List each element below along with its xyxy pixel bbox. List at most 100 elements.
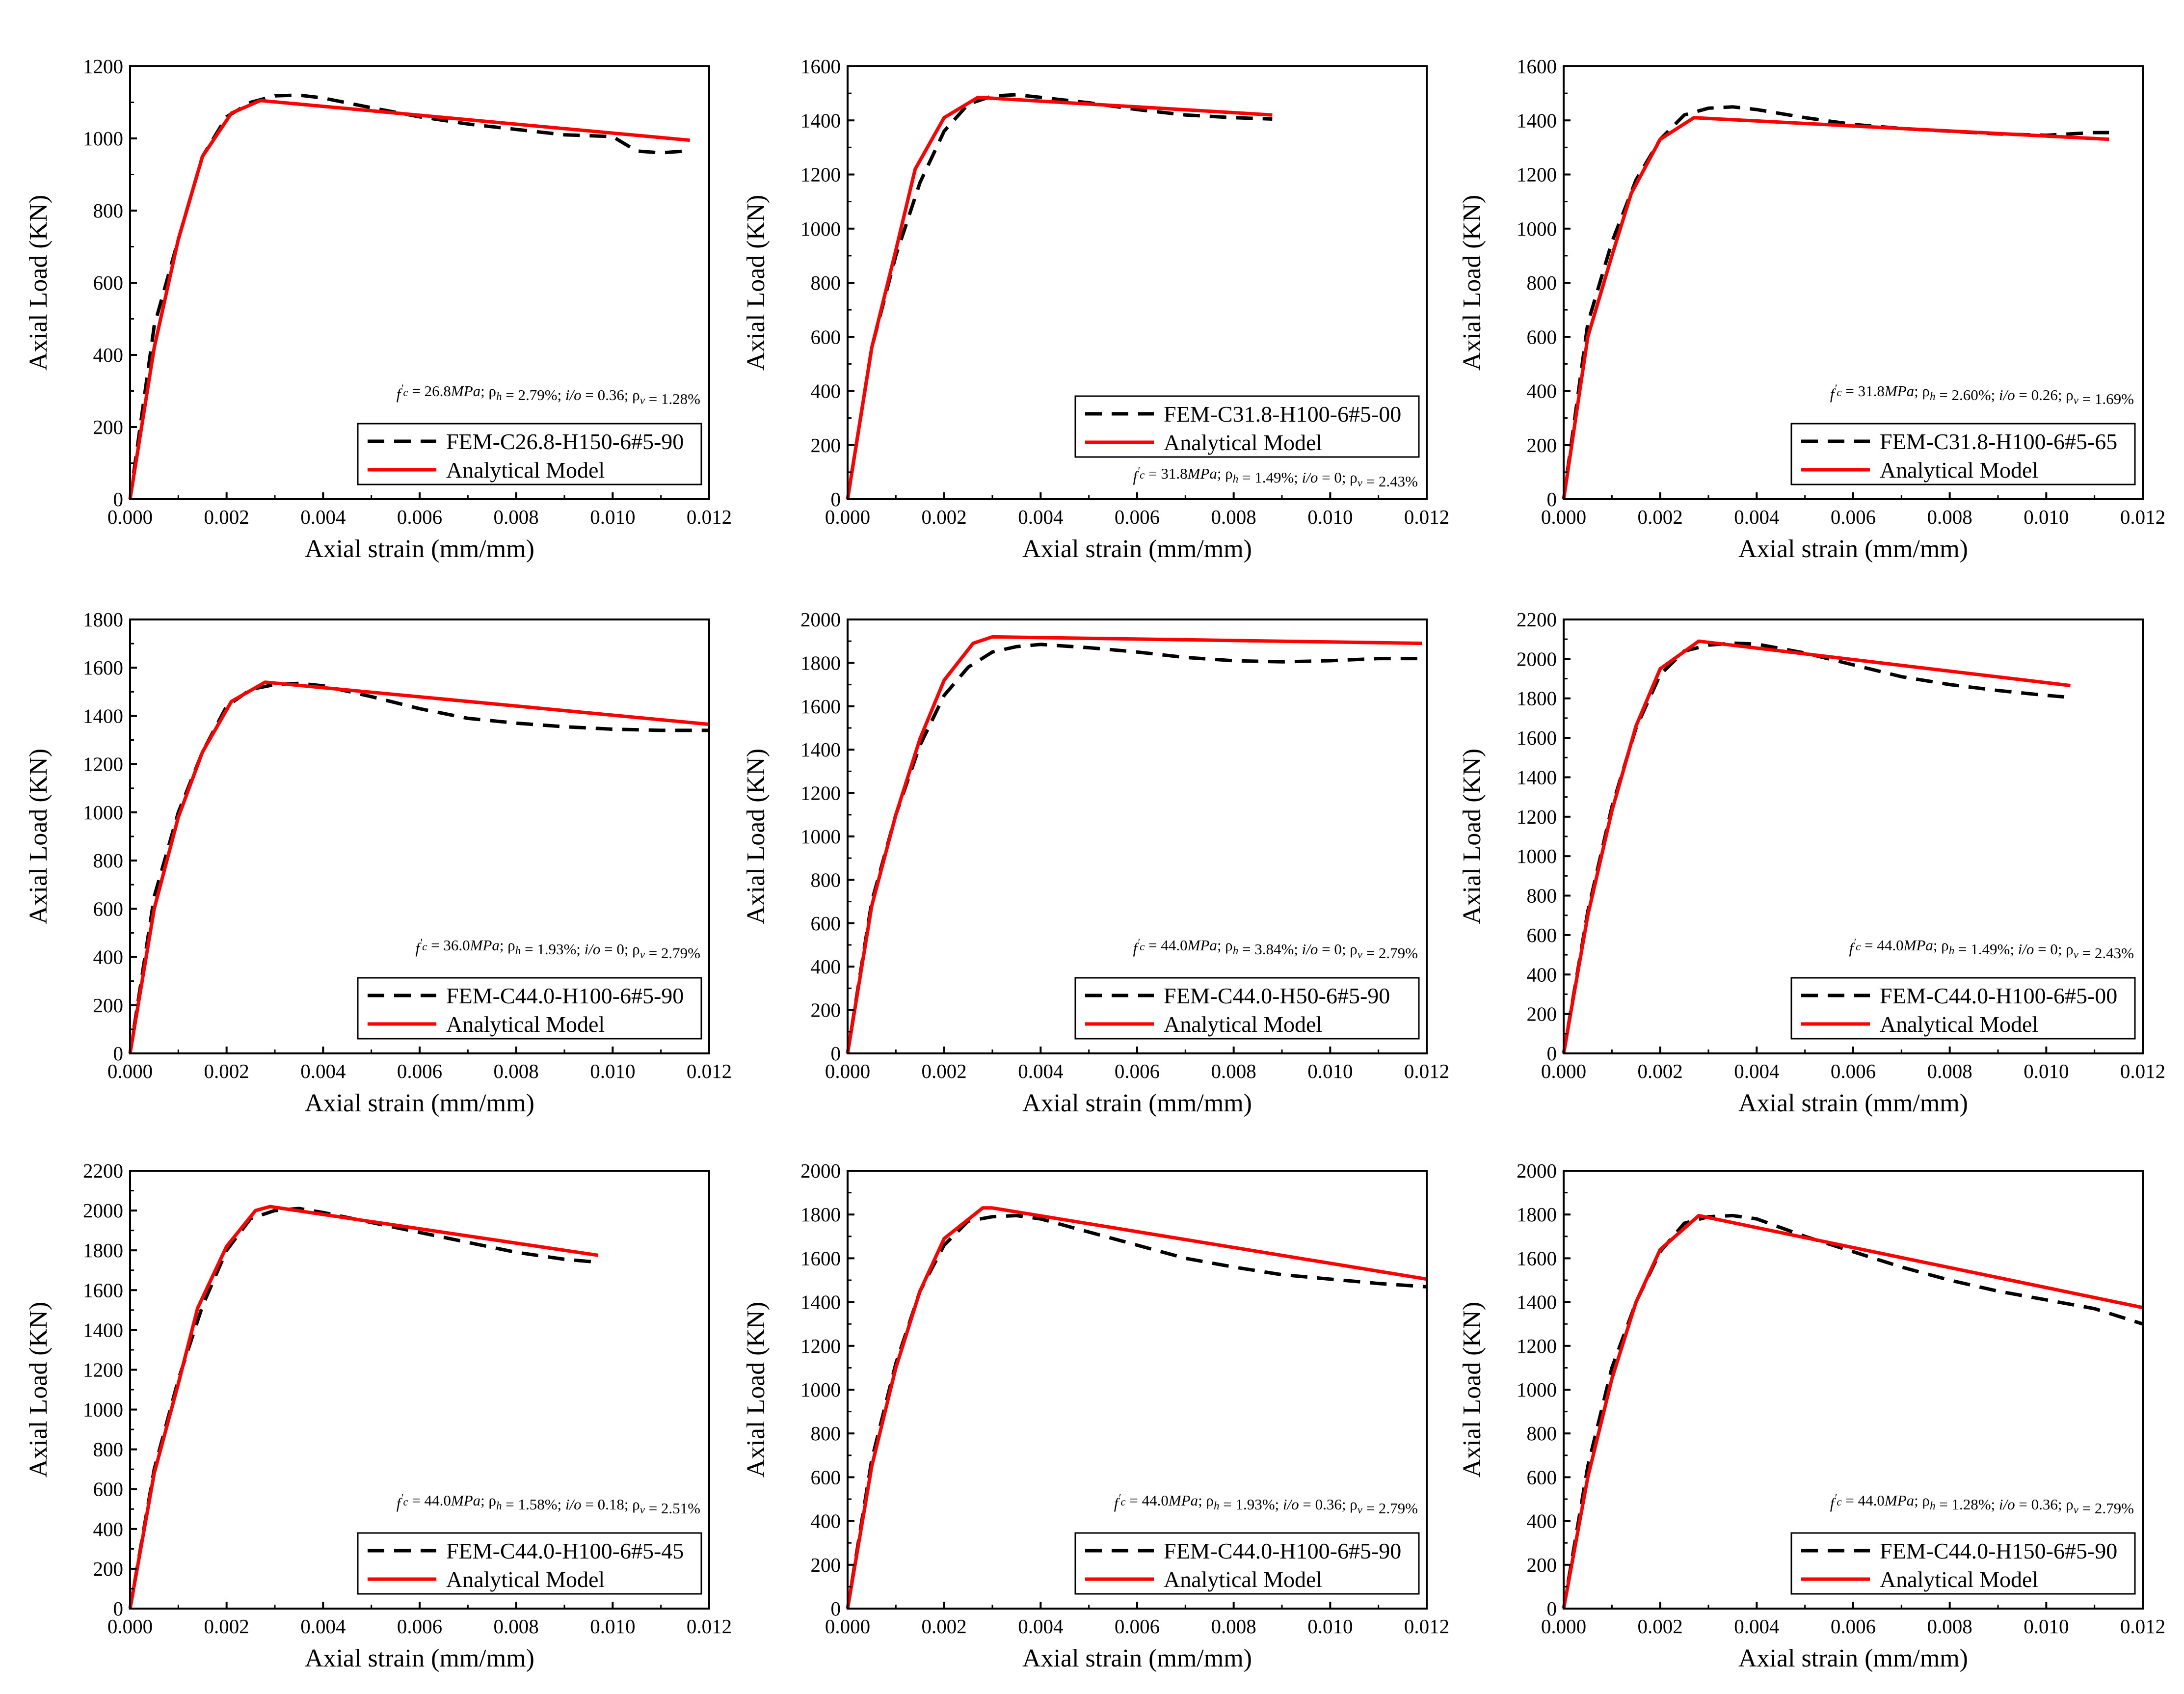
legend-label: Analytical Model — [1164, 1012, 1322, 1037]
legend: FEM-C26.8-H150-6#5-90 Analytical Model — [357, 423, 702, 485]
chart-panel-1: 0.000 0.002 0.004 0.006 0.008 0.010 0.012 0 200 4… — [25, 55, 732, 563]
x-tick-label: 0.002 — [922, 1615, 967, 1638]
legend-box — [1790, 423, 2136, 485]
y-axis-title: Axial Load (KN) — [742, 195, 770, 371]
y-tick-label: 1000 — [800, 217, 841, 240]
parameter-annotation: f′c = 36.0MPa; ρh = 1.93%; i/o = 0; ρv =… — [416, 937, 700, 962]
legend-label: Analytical Model — [446, 1567, 605, 1592]
parameter-annotation: f′c = 44.0MPa; ρh = 1.49%; i/o = 0; ρv =… — [1849, 937, 2134, 962]
y-axis-title: Axial Load (KN) — [25, 1302, 53, 1478]
y-tick-label: 1000 — [83, 1398, 123, 1421]
legend: FEM-C44.0-H100-6#5-00 Analytical Model — [1790, 977, 2136, 1040]
y-tick-label: 0 — [831, 1597, 841, 1620]
x-tick-label: 0.012 — [1404, 1060, 1449, 1082]
x-tick-label: 0.000 — [825, 506, 870, 528]
x-tick-label: 0.004 — [300, 506, 346, 528]
y-tick-label: 1800 — [1517, 1203, 1557, 1226]
parameter-annotation: f′c = 44.0MPa; ρh = 1.93%; i/o = 0.36; ρ… — [1114, 1492, 1418, 1517]
legend: FEM-C44.0-H100-6#5-90 Analytical Model — [1074, 1532, 1420, 1595]
x-tick-label: 0.008 — [494, 1615, 539, 1638]
legend-label: Analytical Model — [446, 1012, 605, 1037]
legend-box — [1790, 977, 2136, 1040]
x-tick-label: 0.012 — [687, 506, 732, 528]
x-axis-title: Axial strain (mm/mm) — [1022, 1089, 1252, 1117]
analytical-curve — [846, 95, 1273, 500]
y-tick-label: 0 — [831, 1042, 841, 1065]
y-tick-label: 800 — [811, 1422, 841, 1445]
y-tick-label: 1000 — [1517, 845, 1557, 867]
x-tick-label: 0.004 — [1018, 506, 1063, 528]
y-tick-label: 600 — [811, 1466, 841, 1488]
y-tick-label: 400 — [1527, 963, 1557, 986]
legend-label: FEM-C44.0-H100-6#5-00 — [1880, 983, 2117, 1008]
chart-panel-7: 0.000 0.002 0.004 0.006 0.008 0.010 0.012 0 200 4… — [25, 1159, 732, 1672]
y-tick-label: 600 — [93, 897, 124, 920]
y-tick-label: 2200 — [83, 1159, 123, 1182]
x-tick-label: 0.008 — [1927, 506, 1972, 528]
y-tick-label: 400 — [93, 1518, 124, 1540]
analytical-curve — [846, 1206, 1427, 1609]
x-tick-label: 0.008 — [1211, 1615, 1256, 1638]
x-axis-title: Axial strain (mm/mm) — [305, 535, 534, 563]
y-tick-label: 1400 — [1517, 1291, 1557, 1314]
y-tick-label: 800 — [93, 1438, 124, 1461]
y-tick-label: 1600 — [83, 656, 123, 679]
y-tick-label: 600 — [93, 271, 124, 294]
y-tick-label: 1200 — [83, 753, 123, 776]
x-tick-label: 0.000 — [825, 1615, 870, 1638]
analytical-curve — [128, 99, 691, 500]
y-tick-label: 1600 — [1517, 55, 1557, 78]
legend-label: Analytical Model — [1164, 430, 1322, 455]
y-tick-label: 2000 — [800, 1159, 841, 1182]
y-tick-label: 800 — [93, 199, 124, 222]
y-tick-label: 600 — [1527, 1466, 1557, 1488]
x-tick-label: 0.000 — [1541, 1060, 1586, 1082]
x-tick-label: 0.002 — [1638, 1060, 1683, 1082]
legend-label: Analytical Model — [1880, 1012, 2038, 1037]
chart-panel-8: 0.000 0.002 0.004 0.006 0.008 0.010 0.012 0 200 4… — [742, 1159, 1449, 1672]
legend-label: FEM-C44.0-H100-6#5-90 — [1164, 1538, 1401, 1563]
chart-panel-4: 0.000 0.002 0.004 0.006 0.008 0.010 0.012 0 200 4… — [25, 608, 732, 1117]
x-tick-label: 0.002 — [1638, 506, 1683, 528]
legend-label: Analytical Model — [1880, 1567, 2038, 1592]
legend: FEM-C44.0-H50-6#5-90 Analytical Model — [1074, 977, 1420, 1040]
x-tick-label: 0.002 — [204, 506, 249, 528]
legend-label: Analytical Model — [1880, 457, 2038, 483]
parameter-annotation: f′c = 31.8MPa; ρh = 1.49%; i/o = 0; ρv =… — [1133, 465, 1418, 490]
legend-box — [357, 1532, 702, 1595]
x-axis-title: Axial strain (mm/mm) — [1738, 1644, 1968, 1672]
x-axis-title: Axial strain (mm/mm) — [305, 1644, 534, 1672]
legend-box — [1074, 977, 1420, 1040]
x-tick-label: 0.004 — [300, 1060, 346, 1082]
x-tick-label: 0.000 — [107, 506, 153, 528]
x-tick-label: 0.010 — [2024, 1060, 2069, 1082]
x-tick-label: 0.010 — [2024, 1615, 2069, 1638]
y-tick-label: 1200 — [83, 1358, 123, 1381]
y-tick-label: 1800 — [800, 651, 841, 674]
x-tick-label: 0.012 — [2120, 1615, 2165, 1638]
legend-box — [1790, 1532, 2136, 1595]
y-tick-label: 1400 — [1517, 766, 1557, 788]
y-tick-label: 1000 — [1517, 1378, 1557, 1401]
y-tick-label: 1200 — [800, 1335, 841, 1357]
y-tick-label: 1400 — [83, 1318, 123, 1341]
x-axis-title: Axial strain (mm/mm) — [1022, 1644, 1252, 1672]
x-tick-label: 0.004 — [1018, 1060, 1063, 1082]
x-tick-label: 0.008 — [1211, 1060, 1256, 1082]
analytical-curve — [128, 1205, 599, 1609]
fem-curve — [846, 93, 1273, 500]
x-tick-label: 0.012 — [2120, 506, 2165, 528]
x-tick-label: 0.000 — [1541, 1615, 1586, 1638]
y-tick-label: 1600 — [1517, 1247, 1557, 1269]
x-tick-label: 0.008 — [494, 1060, 539, 1082]
x-tick-label: 0.010 — [1307, 506, 1353, 528]
fem-curve — [128, 93, 686, 500]
x-axis-title: Axial strain (mm/mm) — [1738, 1089, 1968, 1117]
x-tick-label: 0.008 — [1211, 506, 1256, 528]
y-tick-label: 200 — [93, 1558, 124, 1580]
x-tick-label: 0.010 — [1307, 1060, 1353, 1082]
legend-label: FEM-C44.0-H100-6#5-45 — [446, 1538, 684, 1563]
x-tick-label: 0.004 — [1018, 1615, 1063, 1638]
analytical-curve — [1562, 1213, 2143, 1609]
y-tick-label: 1600 — [1517, 726, 1557, 749]
